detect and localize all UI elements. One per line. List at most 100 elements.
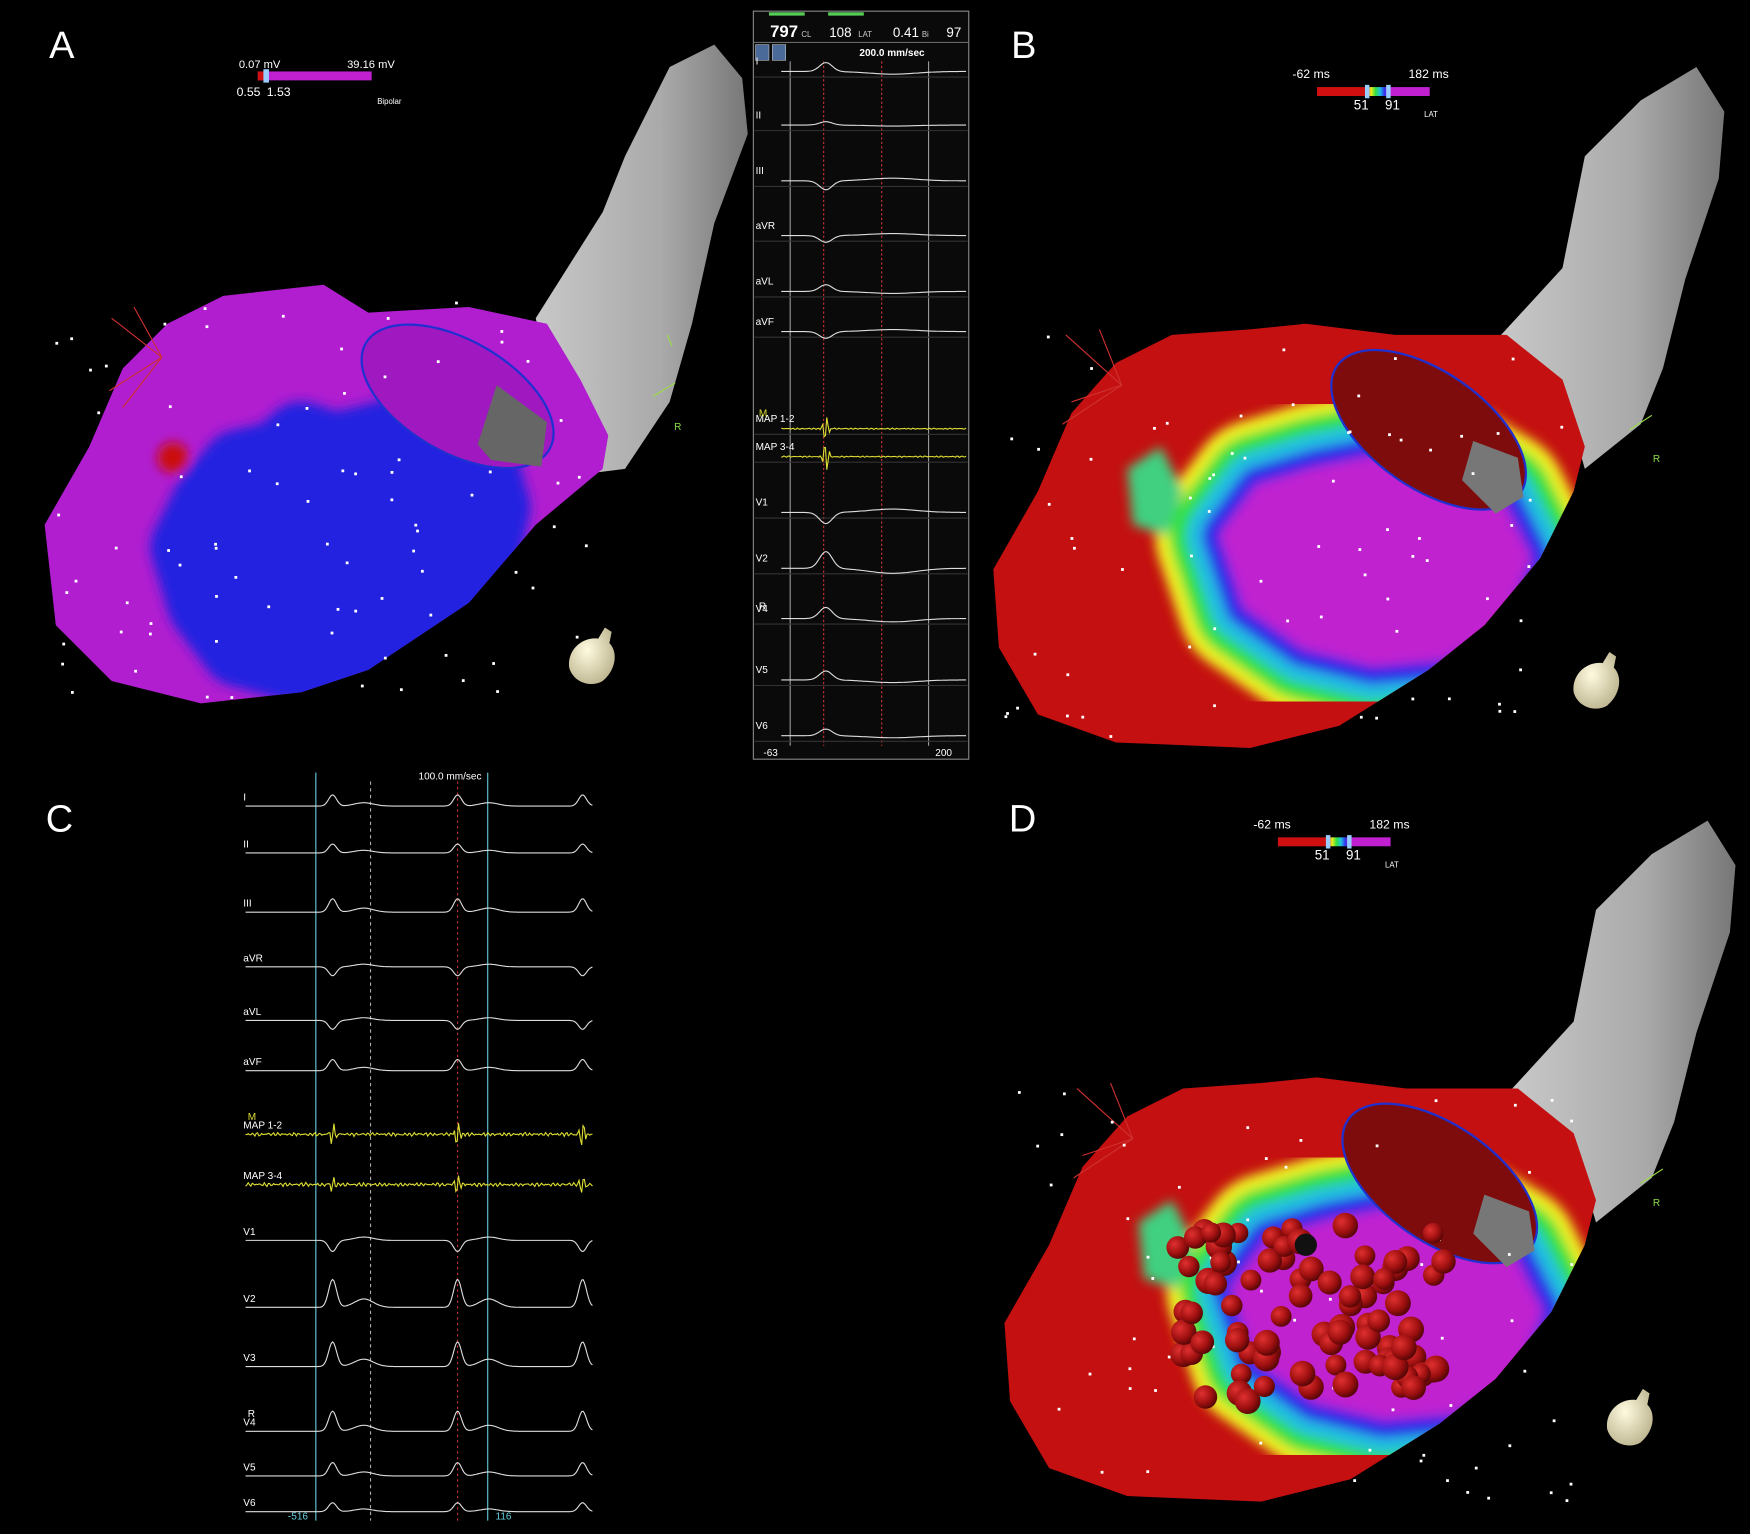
orientation: R [674,422,681,433]
map-point [1418,537,1421,540]
map-point [1246,1126,1250,1130]
axis-mark [1640,1168,1664,1184]
ablation-lesion [1240,1269,1262,1291]
map-point [215,639,218,643]
ablation-lesion [1253,1375,1275,1398]
map-point [584,544,588,548]
ecg-trace [781,284,967,294]
lead-label: I [243,792,246,803]
scale-high-value: 91 [1346,848,1361,863]
scale-mode: LAT [1424,110,1438,119]
ablation-lesion [1381,1353,1409,1381]
map-point [455,301,458,305]
map-point [1128,1387,1132,1390]
map-point [1511,357,1515,361]
map-point [577,475,581,479]
map-point [57,513,61,517]
map-point [1177,1185,1181,1189]
map-point [125,601,129,605]
map-point [1128,1367,1132,1371]
scale-handle [1386,84,1391,99]
lead-label: III [243,899,251,910]
map-point [1121,568,1124,571]
map-point [1126,1217,1130,1221]
tool-button[interactable] [772,44,786,61]
ablation-lesion [1383,1249,1408,1274]
map-point [1088,1372,1092,1376]
map-point [1190,554,1193,558]
tool-button[interactable] [755,44,770,61]
map-point [360,684,364,688]
map-point [1570,1119,1574,1123]
map-point [1081,715,1085,719]
ecg-trace [245,963,593,977]
ablation-lesion [1166,1236,1190,1259]
ablation-lesion [1288,1283,1313,1308]
scale-mode: Bipolar [377,97,402,106]
scale-max: 182 ms [1408,67,1448,81]
map-point [276,423,280,427]
lead-label: III [756,166,764,177]
lat-scale: -62 ms 182 ms 51 91 LAT [1292,67,1448,119]
lead-label: V2 [243,1294,256,1305]
ablation-lesion [1373,1268,1396,1290]
readout-value: 97 [946,25,961,40]
map-point [412,549,416,553]
map-point [492,662,496,665]
ecg-trace [245,1236,593,1253]
map-point [1211,1345,1215,1349]
orientation-heart [1573,652,1620,709]
map-point [1146,1470,1150,1474]
map-point [1411,554,1415,558]
ablation-lesion [1354,1245,1376,1267]
ablation-lesion [1367,1309,1390,1333]
map-point [1246,1218,1250,1222]
ablation-lesion [1350,1264,1376,1290]
band-red [190,435,491,664]
map-point [1057,1407,1061,1411]
readout-unit: CL [801,30,812,39]
map-point [1037,447,1040,451]
map-point [1213,704,1216,708]
ablation-lesion [1294,1233,1317,1257]
map-point [205,695,209,699]
map-point [1474,1466,1478,1470]
map-point [1348,430,1352,434]
map-point [178,563,182,567]
map-point [488,470,492,474]
map-point [526,360,530,363]
appendage [535,44,748,475]
scale-bar [1316,87,1430,97]
ecg-trace [245,1341,593,1368]
ecg-trace [245,1017,593,1030]
map-point [399,688,403,692]
map-point [1386,597,1390,601]
ablation-lesion [1193,1385,1218,1409]
map-point [1487,1496,1491,1500]
activation-band [1219,455,1532,667]
map-point [1550,1098,1554,1102]
map-point [1347,431,1350,435]
map-trace [245,1123,593,1146]
lead-label: MAP 1-2 [243,1121,282,1132]
map-point [345,561,349,565]
map-point [1006,712,1009,715]
map-point [444,653,448,657]
map-point [1523,1369,1527,1373]
valve-shade [477,385,547,467]
panel-label: A [49,25,75,67]
sweep-speed: 200.0 mm/sec [859,48,925,59]
lead-label: aVF [243,1057,261,1068]
map-point [390,498,394,502]
map-point [1260,1289,1263,1293]
map-point [380,597,384,600]
lead-marker: M [759,408,767,419]
map-point [1328,1297,1332,1301]
map-point [341,469,345,473]
catheter-line [1065,334,1123,386]
map-point [1132,1337,1136,1341]
map-point [1368,1448,1372,1452]
map-point [119,630,123,634]
map-point [1513,710,1517,713]
